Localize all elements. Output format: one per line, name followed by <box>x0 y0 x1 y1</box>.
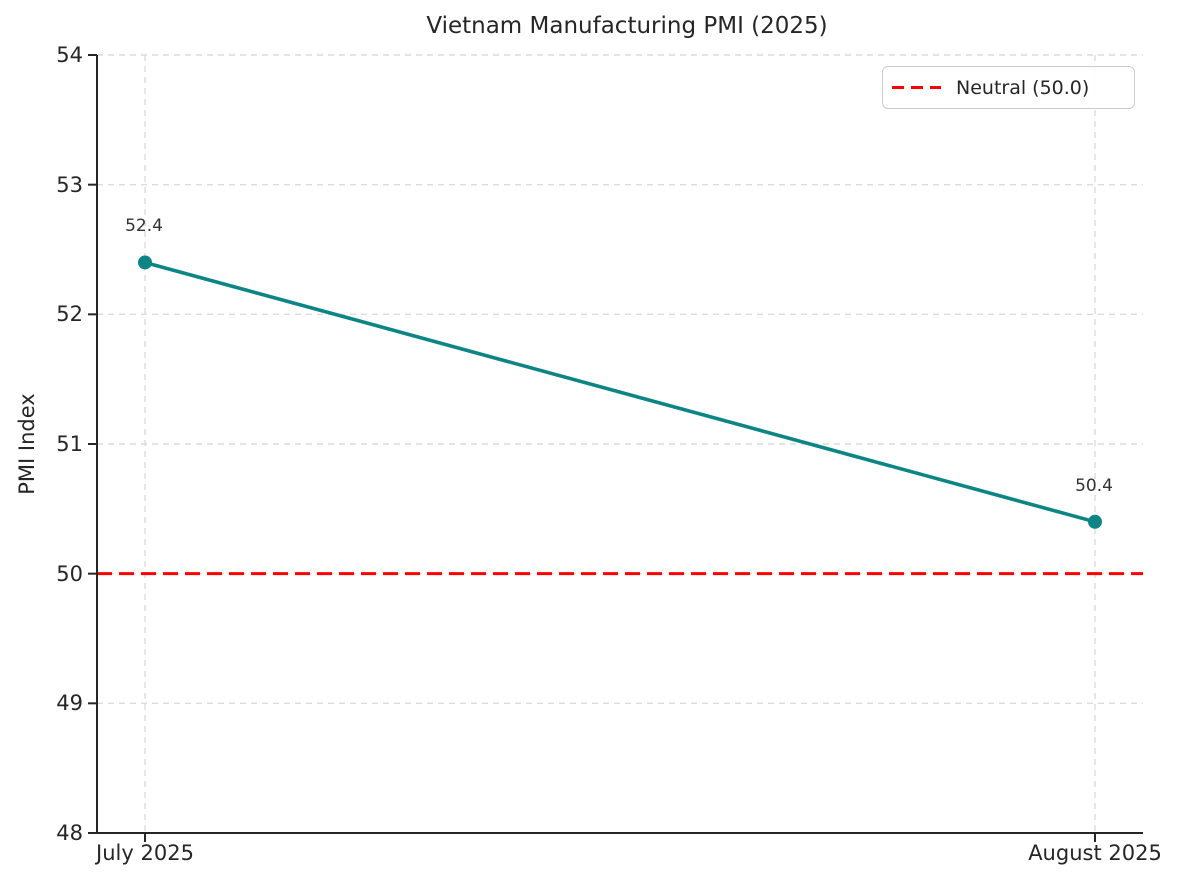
legend-dashed-line-swatch <box>892 85 941 90</box>
pmi-series-line <box>143 260 1097 524</box>
y-tick-label: 49 <box>56 691 83 716</box>
y-tick-label: 48 <box>56 821 83 845</box>
y-tick-label: 54 <box>56 43 83 67</box>
chart-title: Vietnam Manufacturing PMI (2025) <box>426 13 828 39</box>
data-point-marker <box>138 255 152 270</box>
legend-label: Neutral (50.0) <box>956 76 1090 99</box>
x-tick-label: July 2025 <box>96 841 194 865</box>
point-value-annotation: 52.4 <box>125 216 163 237</box>
data-point-marker <box>1088 514 1102 529</box>
legend: Neutral (50.0) <box>882 66 1135 109</box>
y-tick-label: 52 <box>56 302 83 327</box>
point-value-annotation: 50.4 <box>1075 475 1113 496</box>
x-tick-label: August 2025 <box>1028 841 1162 865</box>
y-tick-label: 53 <box>56 172 83 197</box>
y-tick-label: 51 <box>56 432 83 456</box>
y-tick-label: 50 <box>56 561 83 586</box>
